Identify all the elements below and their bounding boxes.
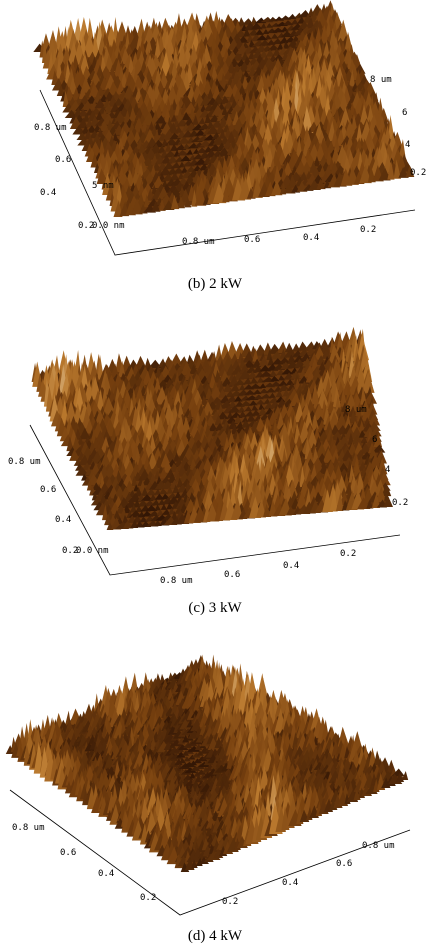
axis-label: 8 um — [345, 405, 367, 415]
axis-label: 0.4 — [282, 878, 298, 888]
axis-label: 0.4 — [55, 515, 71, 525]
caption: (c) 3 kW — [188, 600, 242, 616]
axis-label: 0.6 — [336, 859, 352, 869]
surface-peak — [288, 14, 297, 19]
axis-label: 0.6 — [55, 155, 71, 165]
axis-label: 0.8 um — [8, 457, 41, 467]
axis-label: 6 — [402, 108, 407, 118]
axis-label: 8 um — [370, 75, 392, 85]
axis-label: 0.6 — [224, 570, 240, 580]
axis-label: 0.8 um — [12, 823, 45, 833]
axis-label: 0.8 um — [160, 576, 193, 586]
axis-label: 0.0 nm — [92, 221, 125, 231]
axis-label: 0.2 — [360, 225, 376, 235]
axis-label: 0.2 — [340, 549, 356, 559]
axis-label: 0.4 — [98, 869, 114, 879]
axis-label: 4 — [385, 465, 390, 475]
axis-label: 5 nm — [92, 181, 114, 191]
caption: (b) 2 kW — [188, 276, 243, 292]
axis-label: 0.8 um — [34, 123, 67, 133]
afm-panel: 0.8 um 0.6 0.4 0.2 0.0 nm 5 nm 8 um 6 4 0.2 0.8 um… — [33, 0, 426, 292]
afm-panel: 0.8 um 0.6 0.4 0.2 0.8 um 0.6 0.4 0.2 (d) 4 kW — [6, 654, 410, 944]
axis-label: 0.8 um — [362, 841, 395, 851]
surface-peak — [338, 727, 350, 747]
axis-label: 0.6 — [60, 848, 76, 858]
axis-label: 4 — [405, 140, 410, 150]
axis-label: 0.4 — [303, 233, 319, 243]
axis-label: 0.6 — [244, 235, 260, 245]
axis-label: 0.4 — [40, 188, 56, 198]
axis-label: 0.6 — [40, 485, 56, 495]
axis-label: 6 — [372, 435, 377, 445]
axis-label: 0.2 — [222, 897, 238, 907]
axis-label: 0.8 um — [182, 237, 215, 247]
axis-label: 0.2 — [392, 498, 408, 508]
axis-label: 0.2 — [140, 893, 156, 903]
afm-panel: 0.8 um 0.6 0.4 0.2 0.0 nm 8 um 6 4 0.2 0.8 um 0.6 0… — [8, 327, 408, 616]
axis-label: 0.4 — [283, 561, 299, 571]
axis-label: 0.2 — [410, 168, 426, 178]
axis-label: 0.0 nm — [76, 546, 109, 556]
caption: (d) 4 kW — [188, 928, 243, 944]
